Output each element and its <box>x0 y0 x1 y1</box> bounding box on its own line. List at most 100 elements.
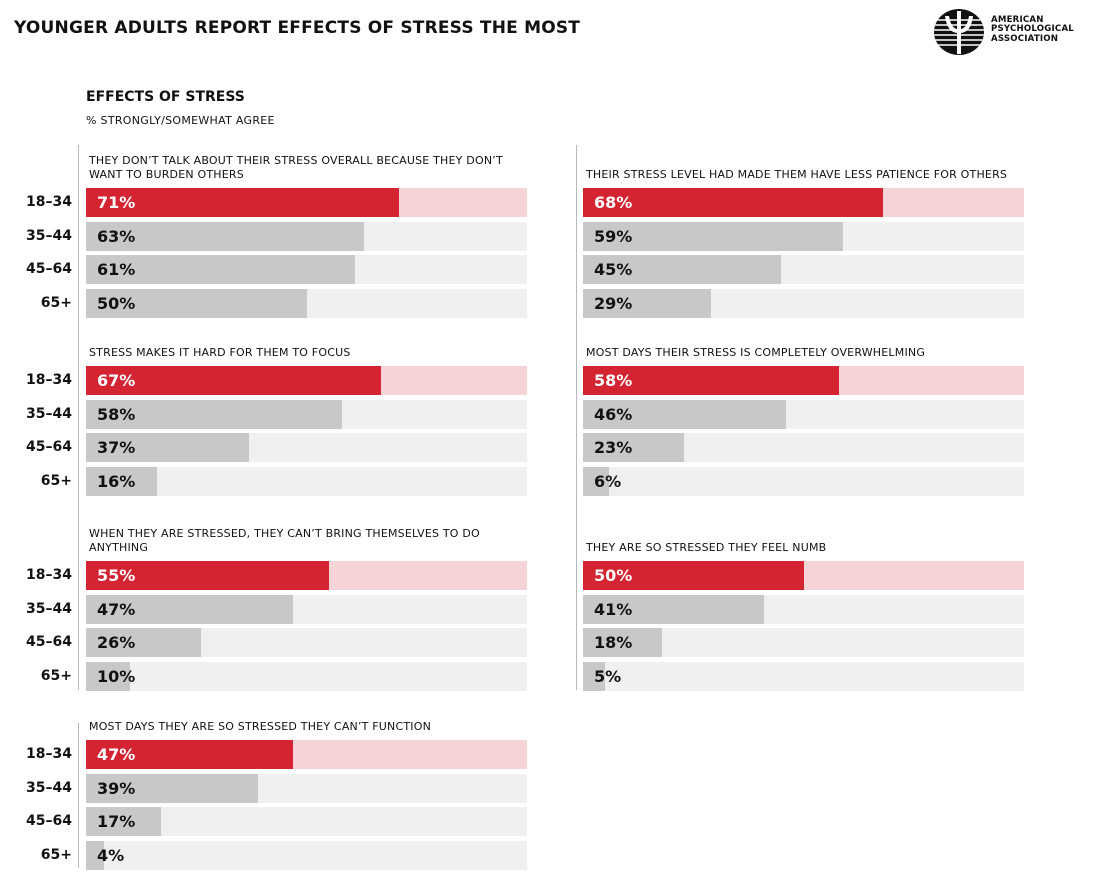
bar-row: 67% <box>86 366 527 395</box>
data-label: 23% <box>594 438 633 457</box>
data-label: 47% <box>97 599 136 619</box>
bar <box>86 594 294 624</box>
data-label: 5% <box>594 666 622 686</box>
unit-label: % STRONGLY/SOMEWHAT AGREE <box>86 114 275 127</box>
data-label: 17% <box>97 812 136 831</box>
bar-row: 16% <box>86 466 527 496</box>
age-label: 35–44 <box>26 600 72 617</box>
bar <box>583 594 764 624</box>
bar-row: 50% <box>583 561 1024 590</box>
bar-track <box>86 661 527 691</box>
bar <box>86 188 400 217</box>
bar-row: 26% <box>86 628 527 657</box>
bar <box>86 255 355 284</box>
bar-row: 45% <box>583 255 1024 284</box>
age-label: 65+ <box>40 472 72 489</box>
age-label: 65+ <box>40 294 72 311</box>
data-label: 47% <box>97 745 136 764</box>
apa-psi-logo-icon <box>934 9 984 55</box>
bar-row: 5% <box>583 661 1024 691</box>
bar <box>86 661 131 691</box>
page-title: YOUNGER ADULTS REPORT EFFECTS OF STRESS … <box>14 18 581 38</box>
panel-title: WHEN THEY ARE STRESSED, THEY CAN’T BRING… <box>89 527 480 554</box>
data-label: 6% <box>594 471 622 491</box>
apa-wordmark: AMERICAN PSYCHOLOGICAL ASSOCIATION <box>991 15 1074 44</box>
age-label: 45–64 <box>26 813 72 829</box>
data-label: 67% <box>97 371 136 390</box>
bar <box>86 366 382 395</box>
bar <box>86 773 258 803</box>
bar-track <box>86 466 527 496</box>
bar-row: 6% <box>583 466 1024 496</box>
panel-heading: WHEN THEY ARE STRESSED, THEY CAN’T BRING… <box>86 513 531 555</box>
age-label: 18–34 <box>26 567 72 583</box>
bar-row: 55% <box>86 561 527 590</box>
panel-title: THEIR STRESS LEVEL HAD MADE THEM HAVE LE… <box>586 168 1008 181</box>
bar-row: 4% <box>86 840 527 870</box>
panel-title: STRESS MAKES IT HARD FOR THEM TO FOCUS <box>89 346 351 359</box>
bar-row: 37% <box>86 433 527 462</box>
bar-row: 47% <box>86 740 527 769</box>
age-label: 18–34 <box>26 372 72 388</box>
bar-row: 47% <box>86 594 527 624</box>
bar-row: 59% <box>583 221 1024 251</box>
data-label: 59% <box>594 226 633 246</box>
bar <box>583 561 804 590</box>
panel-heading: MOST DAYS THEIR STRESS IS COMPLETELY OVE… <box>583 318 1028 360</box>
data-label: 50% <box>594 566 633 585</box>
bar <box>86 740 294 769</box>
bar-row: 41% <box>583 594 1024 624</box>
bar <box>583 255 782 284</box>
panel-heading: THEY DON’T TALK ABOUT THEIR STRESS OVERA… <box>86 140 531 182</box>
data-label: 45% <box>594 260 633 279</box>
data-label: 68% <box>594 193 633 212</box>
bar-row: 17% <box>86 807 527 836</box>
age-label: 65+ <box>40 667 72 684</box>
panel-title: THEY ARE SO STRESSED THEY FEEL NUMB <box>586 541 827 554</box>
data-label: 29% <box>594 293 633 313</box>
bar-row: 29% <box>583 288 1024 318</box>
data-label: 18% <box>594 633 633 652</box>
age-label: 65+ <box>40 846 72 863</box>
bar <box>86 561 329 590</box>
age-label: 45–64 <box>26 634 72 650</box>
bar <box>86 628 201 657</box>
logo-line: PSYCHOLOGICAL <box>991 24 1074 35</box>
data-label: 58% <box>97 404 136 424</box>
data-label: 26% <box>97 633 136 652</box>
panel-title: MOST DAYS THEY ARE SO STRESSED THEY CAN’… <box>89 720 432 733</box>
panel-heading: THEY ARE SO STRESSED THEY FEEL NUMB <box>583 513 1028 555</box>
data-label: 71% <box>97 193 136 212</box>
data-label: 55% <box>97 566 136 585</box>
bar <box>86 288 307 318</box>
data-label: 63% <box>97 226 136 246</box>
age-label: 35–44 <box>26 405 72 422</box>
logo-line: ASSOCIATION <box>991 33 1059 44</box>
bar-row: 58% <box>583 366 1024 395</box>
panel-heading: STRESS MAKES IT HARD FOR THEM TO FOCUS <box>86 318 531 360</box>
bar <box>583 399 786 429</box>
bar-row: 23% <box>583 433 1024 462</box>
bar-row: 71% <box>86 188 527 217</box>
bar-track <box>583 661 1024 691</box>
bar <box>583 433 685 462</box>
bar-row: 50% <box>86 288 527 318</box>
age-label: 35–44 <box>26 779 72 796</box>
data-label: 4% <box>97 845 125 865</box>
bar-track <box>86 840 527 870</box>
panel-heading: THEIR STRESS LEVEL HAD MADE THEM HAVE LE… <box>583 140 1028 182</box>
bar <box>583 661 606 691</box>
data-label: 50% <box>97 293 136 313</box>
bar-row: 61% <box>86 255 527 284</box>
bar <box>86 807 161 836</box>
age-label: 18–34 <box>26 746 72 762</box>
bar <box>86 466 157 496</box>
axis-line <box>576 145 577 690</box>
data-label: 37% <box>97 438 136 457</box>
logo-line: AMERICAN <box>991 15 1044 25</box>
data-label: 46% <box>594 404 633 424</box>
chart-title: EFFECTS OF STRESS <box>86 89 245 105</box>
bar <box>583 221 844 251</box>
age-label: 45–64 <box>26 261 72 277</box>
apa-logo: AMERICAN PSYCHOLOGICAL ASSOCIATION <box>933 8 1093 58</box>
